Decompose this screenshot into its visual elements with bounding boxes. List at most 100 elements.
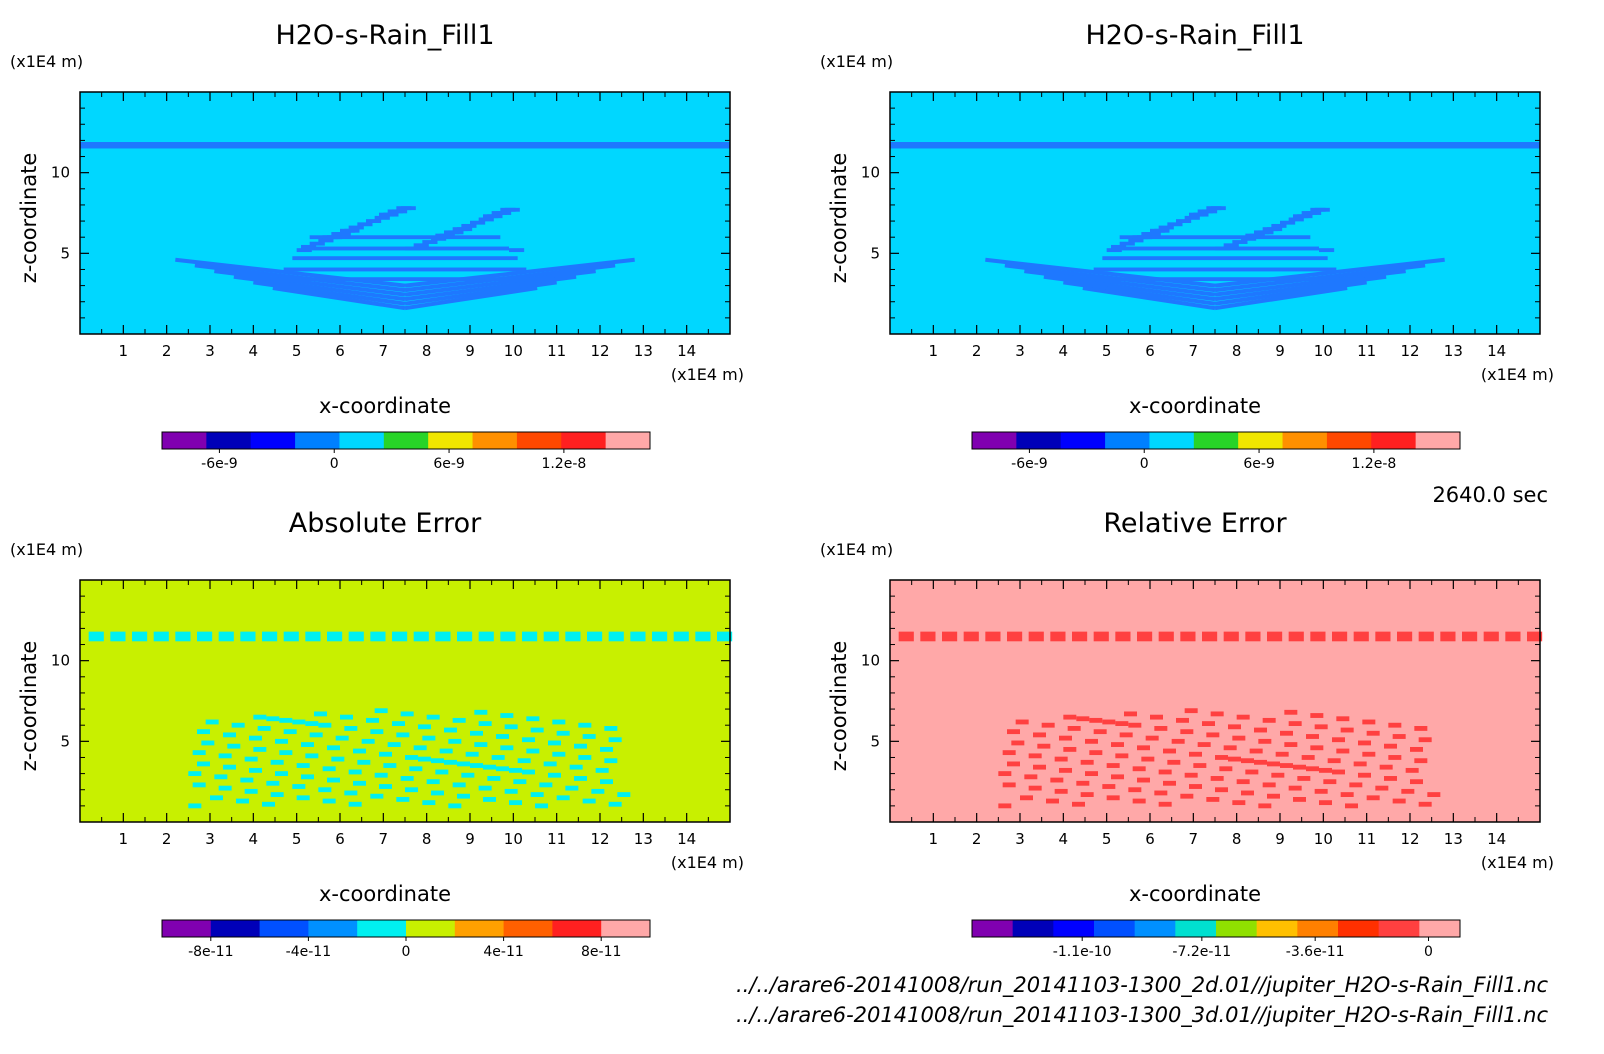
- contour-feature-13: [370, 631, 386, 642]
- contour-feature-133: [522, 737, 535, 743]
- contour-feature-128: [240, 777, 254, 783]
- contour-feature-155: [1184, 772, 1198, 778]
- contour-feature-107: [1197, 742, 1211, 747]
- contour-feature-42: [461, 223, 477, 228]
- panel-3: Absolute Error(x1E4 m)1 2 3 4 5 6 7 8 9 10 11 12 13 1…: [10, 508, 744, 960]
- x-tick-label: 12: [1400, 830, 1419, 848]
- contour-feature-3: [153, 631, 169, 642]
- contour-feature-52: [500, 745, 514, 751]
- contour-feature-48: [1258, 738, 1272, 744]
- contour-feature-33: [1280, 763, 1293, 768]
- contour-feature-37: [1332, 769, 1345, 775]
- contour-feature-56: [1132, 235, 1148, 240]
- y-tick-label: 10: [51, 164, 70, 182]
- colorbar-swatch: [1134, 920, 1176, 937]
- contour-feature-38: [318, 722, 332, 728]
- contour-feature-15: [413, 631, 429, 642]
- x-tick-label: 12: [590, 830, 609, 848]
- colorbar-swatch: [552, 920, 602, 937]
- contour-feature-123: [1202, 721, 1215, 727]
- y-axis-label: z-coordinate: [827, 153, 851, 284]
- contour-feature-27: [673, 631, 689, 642]
- contour-feature-41: [1111, 244, 1127, 249]
- contour-feature-117: [1124, 711, 1137, 717]
- contour-feature-38: [470, 220, 486, 225]
- colorbar-tick-label: -8e-11: [188, 944, 233, 960]
- contour-feature-172: [379, 751, 392, 757]
- x-tick-label: 4: [249, 830, 259, 848]
- contour-feature-54: [435, 233, 451, 238]
- contour-feature-2: [942, 631, 958, 642]
- contour-feature-100: [513, 779, 527, 785]
- contour-feature-128: [1050, 777, 1064, 783]
- x-tick-label: 6: [335, 830, 345, 848]
- contour-feature-40: [357, 222, 373, 227]
- contour-feature-139: [1410, 746, 1423, 752]
- contour-feature-6: [404, 269, 596, 297]
- contour-feature-16: [1245, 631, 1261, 642]
- x-tick-label: 4: [1059, 830, 1069, 848]
- contour-feature-29: [1527, 631, 1543, 642]
- contour-feature-30: [998, 803, 1012, 809]
- contour-feature-6: [1028, 631, 1044, 642]
- contour-feature-111: [439, 748, 453, 754]
- x-tick-label: 13: [1444, 342, 1463, 360]
- contour-feature-114: [262, 801, 275, 807]
- contour-feature-87: [1115, 753, 1129, 759]
- contour-feature-12: [1214, 286, 1348, 311]
- contour-feature-8: [262, 631, 278, 642]
- contour-feature-61: [400, 711, 414, 717]
- contour-feature-138: [370, 793, 384, 799]
- x-tick-label: 9: [1275, 342, 1285, 360]
- panels-group: H2O-s-Rain_Fill1(x1E4 m)1 2 3 4 5 6 7 8 9 10 11 12 1…: [10, 20, 1554, 960]
- x-tick-label: 3: [1015, 830, 1025, 848]
- contour-feature-114: [1072, 801, 1085, 807]
- contour-feature-24: [1418, 631, 1434, 642]
- panel-title: Relative Error: [1103, 508, 1287, 539]
- contour-feature-95: [1041, 722, 1055, 728]
- contour-feature-170: [353, 748, 366, 754]
- contour-feature-116: [517, 758, 531, 764]
- contour-feature-32: [444, 759, 457, 765]
- contour-feature-0: [88, 631, 104, 642]
- contour-feature-165: [504, 788, 518, 794]
- colorbar-frame: [971, 431, 1461, 450]
- colorbar-swatch: [1149, 432, 1195, 449]
- contour-feature-36: [366, 219, 382, 224]
- contour-feature-2: [132, 631, 148, 642]
- contour-feature-57: [1158, 801, 1172, 807]
- contour-feature-125: [418, 724, 431, 730]
- contour-feature-132: [1102, 784, 1116, 789]
- contour-feature-38: [1128, 722, 1142, 728]
- x-axis-label: x-coordinate: [1129, 394, 1261, 418]
- contour-feature-108: [1427, 792, 1441, 797]
- contour-feature-3: [963, 631, 979, 642]
- contour-feature-49: [1310, 207, 1326, 212]
- contour-feature-45: [192, 782, 206, 788]
- colorbar-swatch: [406, 920, 456, 937]
- contour-feature-93: [205, 719, 219, 725]
- x-tick-label: 13: [634, 830, 653, 848]
- x-tick-label: 13: [1444, 830, 1463, 848]
- contour-feature-33: [318, 238, 334, 243]
- contour-feature-126: [1024, 774, 1038, 780]
- contour-feature-148: [500, 713, 514, 718]
- contour-feature-78: [1215, 787, 1228, 793]
- contour-feature-28: [1505, 631, 1521, 642]
- contour-feature-79: [201, 740, 215, 746]
- contour-feature-55: [1189, 212, 1205, 217]
- contour-feature-31: [1241, 236, 1257, 241]
- colorbar-swatch: [428, 432, 474, 449]
- contour-feature-30: [188, 803, 202, 809]
- x-tick-label: 12: [590, 342, 609, 360]
- x-tick-label: 5: [292, 830, 302, 848]
- contour-feature-36: [1102, 719, 1116, 725]
- contour-feature-115: [491, 755, 505, 760]
- panel-title: H2O-s-Rain_Fill1: [1085, 20, 1304, 51]
- contour-feature-46: [422, 735, 436, 741]
- colorbar-swatch: [454, 920, 505, 937]
- contour-feature-162: [249, 735, 262, 741]
- contour-feature-62: [1007, 761, 1020, 767]
- contour-feature-79: [1011, 740, 1025, 746]
- y-axis-label: z-coordinate: [827, 641, 851, 772]
